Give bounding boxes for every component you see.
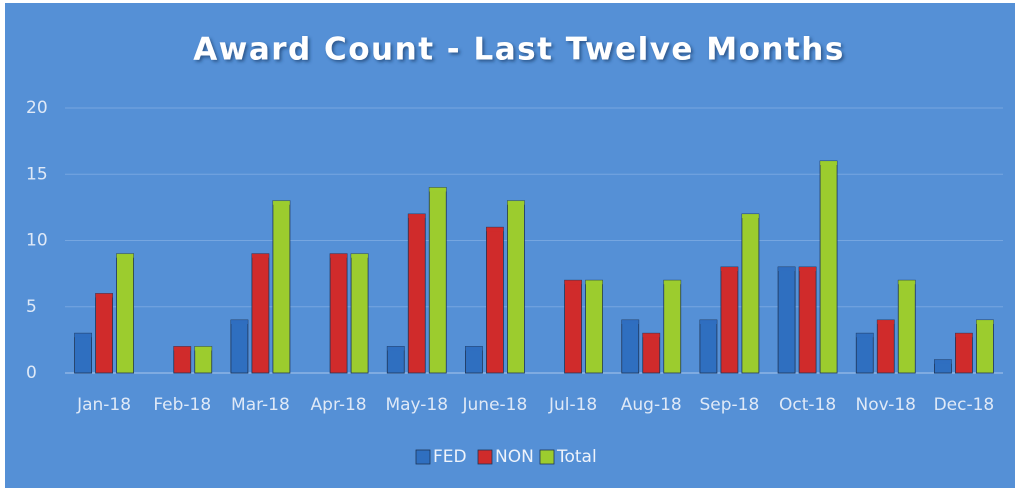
x-tick-label: Dec-18 <box>934 395 995 415</box>
bar <box>897 279 916 374</box>
legend-text: NON <box>495 447 534 467</box>
x-tick-label: Feb-18 <box>153 395 211 415</box>
bar <box>350 253 369 374</box>
bar-cap <box>507 200 525 205</box>
bar <box>230 319 249 374</box>
x-tick-label: Nov-18 <box>856 395 917 415</box>
bar <box>741 213 760 374</box>
bar <box>507 200 525 374</box>
bar-cap <box>408 214 426 218</box>
bar-cap <box>351 253 369 258</box>
bar-cap <box>934 359 952 364</box>
chart-title: Award Count - Last Twelve Months <box>193 32 845 68</box>
x-tick-label: Mar-18 <box>231 395 290 415</box>
y-tick-label: 0 <box>26 363 37 383</box>
x-tick-label: June-18 <box>462 395 528 415</box>
bar-cap <box>976 320 994 324</box>
legend-swatch <box>415 449 431 465</box>
x-tick-label: Oct-18 <box>779 395 836 415</box>
bar <box>329 253 348 374</box>
bar <box>486 226 504 374</box>
bar-cap <box>564 280 582 285</box>
legend-text: FED <box>433 447 467 467</box>
legend-swatch <box>539 449 555 465</box>
bar-cap <box>429 187 447 192</box>
bar-cap <box>74 333 92 338</box>
bar-cap <box>251 253 269 258</box>
x-tick-label: May-18 <box>385 395 448 415</box>
x-tick-label: Aug-18 <box>621 395 682 415</box>
bar-cap <box>230 320 248 324</box>
x-tick-label: Jul-18 <box>548 395 597 415</box>
bar <box>819 160 838 374</box>
bar-cap <box>663 280 681 285</box>
bar-cap <box>621 320 639 324</box>
bar-cap <box>955 333 973 338</box>
bar <box>955 332 973 374</box>
legend-text: Total <box>556 447 597 467</box>
bar-cap <box>585 280 603 285</box>
bar <box>976 319 994 374</box>
bar-cap <box>486 227 504 232</box>
bar <box>720 266 739 374</box>
bar-cap <box>699 320 717 324</box>
bar <box>699 319 718 374</box>
bar <box>428 187 447 374</box>
bar-cap <box>173 346 191 351</box>
y-tick-label: 15 <box>26 164 48 184</box>
bar <box>585 279 603 374</box>
bar <box>95 293 113 374</box>
legend-swatch <box>477 449 493 465</box>
bar <box>564 279 582 374</box>
bar <box>642 332 661 374</box>
bar <box>621 319 640 374</box>
bar-cap <box>799 267 817 271</box>
x-tick-label: Apr-18 <box>311 395 367 415</box>
y-tick-label: 5 <box>26 297 37 317</box>
bar-cap <box>642 333 660 338</box>
bar <box>407 213 426 374</box>
bar-cap <box>387 346 405 351</box>
bar-cap <box>820 161 838 165</box>
bar <box>74 332 92 374</box>
bar-cap <box>720 267 738 271</box>
bar-cap <box>856 333 874 338</box>
bar-cap <box>741 214 759 218</box>
bar-cap <box>95 293 113 298</box>
y-tick-label: 10 <box>26 231 48 251</box>
bar <box>798 266 817 374</box>
bar <box>116 253 134 374</box>
x-tick-label: Sep-18 <box>700 395 760 415</box>
bar <box>663 279 682 374</box>
bar <box>777 266 796 374</box>
bar-cap <box>272 200 290 205</box>
x-tick-label: Jan-18 <box>76 395 131 415</box>
bar-cap <box>465 346 483 351</box>
bar-cap <box>877 320 895 324</box>
bar-cap <box>778 267 796 271</box>
bar-cap <box>898 280 916 285</box>
bar-cap <box>194 346 212 351</box>
bar <box>272 200 291 374</box>
y-tick-label: 20 <box>26 98 48 118</box>
bar <box>855 332 874 374</box>
bar <box>251 253 270 374</box>
bar-cap <box>330 253 348 258</box>
bar <box>876 319 895 374</box>
bar-cap <box>116 253 134 258</box>
